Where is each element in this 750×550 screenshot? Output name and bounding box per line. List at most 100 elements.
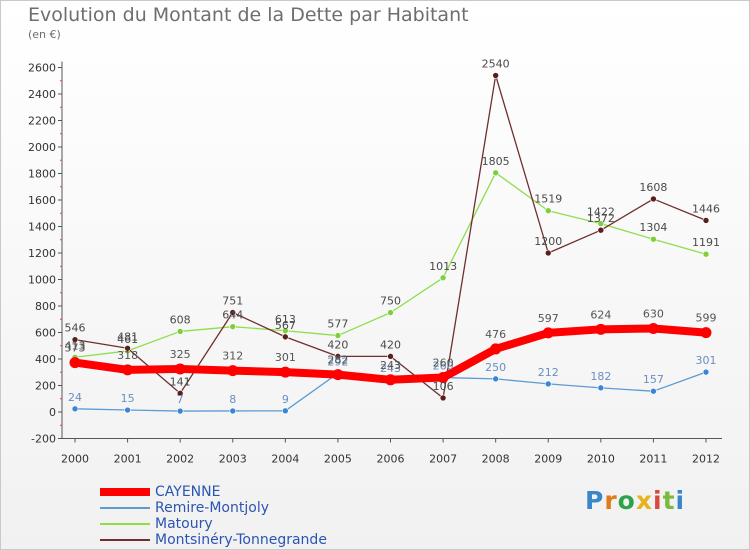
x-tick-label: 2002 [166,453,194,466]
chart-title: Evolution du Montant de la Dette par Hab… [28,4,469,26]
data-point [229,323,237,330]
data-point [124,344,131,352]
data-point [387,353,394,360]
legend-label: Matoury [155,516,213,532]
y-tick-label: 1200 [28,247,56,260]
data-point [650,387,657,395]
proxiti-logo: Proxiti [585,486,686,515]
x-tick-label: 2005 [324,453,352,466]
data-point [544,249,552,257]
legend-swatch [100,488,150,496]
data-point [490,343,502,355]
data-point [176,390,184,397]
data-point [492,169,499,177]
data-label: 644 [222,309,243,322]
data-label: 243 [380,359,401,372]
y-tick-label: 2200 [28,115,56,128]
data-label: 599 [696,312,717,325]
y-tick-label: 2000 [28,141,56,154]
data-label: 8 [229,393,236,406]
data-label: 1805 [482,155,510,168]
data-point [544,207,552,215]
data-point [597,220,605,227]
data-label: 312 [222,350,243,363]
data-point [229,309,237,316]
data-label: 141 [170,375,191,388]
data-label: 318 [117,349,138,362]
data-label: 301 [696,354,717,367]
y-tick-label: 1800 [28,168,56,181]
data-point [176,328,184,335]
x-tick-label: 2003 [219,453,247,466]
data-label: 282 [327,354,348,367]
data-point [71,405,79,413]
data-label: 461 [117,333,138,346]
y-tick-label: 1400 [28,221,56,234]
data-label: 182 [590,370,611,383]
data-label: 597 [538,312,559,325]
data-label: 9 [282,393,289,406]
data-label: 567 [275,319,296,332]
data-label: 1200 [534,235,562,248]
data-point [387,309,394,316]
data-label: 1372 [587,212,615,225]
data-label: 630 [643,308,664,321]
x-tick-label: 2012 [692,453,720,466]
y-tick-label: 0 [49,406,56,419]
data-point [282,333,289,341]
y-tick-label: 600 [35,327,56,340]
y-tick-label: 1000 [28,274,56,287]
data-point [650,235,657,243]
data-label: 476 [485,328,506,341]
data-label: 106 [433,380,454,393]
data-label: 373 [65,342,86,355]
data-point [492,72,499,79]
x-tick-label: 2009 [534,453,562,466]
data-point [650,195,657,203]
x-tick-label: 2004 [271,453,299,466]
data-point [439,274,447,282]
data-point [647,323,659,335]
data-point [542,327,554,339]
y-tick-label: 800 [35,300,56,313]
data-label: 420 [380,338,401,351]
data-point [702,217,710,224]
data-label: 15 [121,392,135,405]
data-label: 301 [275,351,296,364]
data-point [702,368,710,376]
data-point [227,365,239,377]
data-point [124,406,131,414]
legend-swatch [100,539,150,541]
data-point [597,226,605,234]
data-label: 7 [177,393,184,406]
data-label: 212 [538,366,559,379]
data-point [334,353,342,360]
legend-label: Montsinéry-Tonnegrande [155,532,327,548]
data-label: 157 [643,373,664,386]
data-label: 24 [68,391,82,404]
data-label: 2540 [482,57,510,70]
data-point [279,366,291,378]
x-tick-label: 2008 [482,453,510,466]
x-tick-label: 2001 [114,453,142,466]
data-point [439,394,447,402]
data-point [334,332,342,339]
data-point [282,407,289,415]
y-tick-label: 1600 [28,194,56,207]
data-label: 413 [65,339,86,352]
data-label: 577 [327,318,348,331]
data-label: 420 [327,338,348,351]
data-point [597,384,605,392]
data-label: 243 [380,362,401,375]
data-label: 546 [65,322,86,335]
x-tick-label: 2000 [61,453,89,466]
data-label: 1608 [639,181,667,194]
legend-label: Remire-Montjoly [155,500,269,516]
data-label: 260 [433,357,454,370]
chart-subtitle: (en €) [28,28,61,41]
data-point [385,374,396,386]
data-label: 1304 [639,221,667,234]
data-point [332,369,344,381]
